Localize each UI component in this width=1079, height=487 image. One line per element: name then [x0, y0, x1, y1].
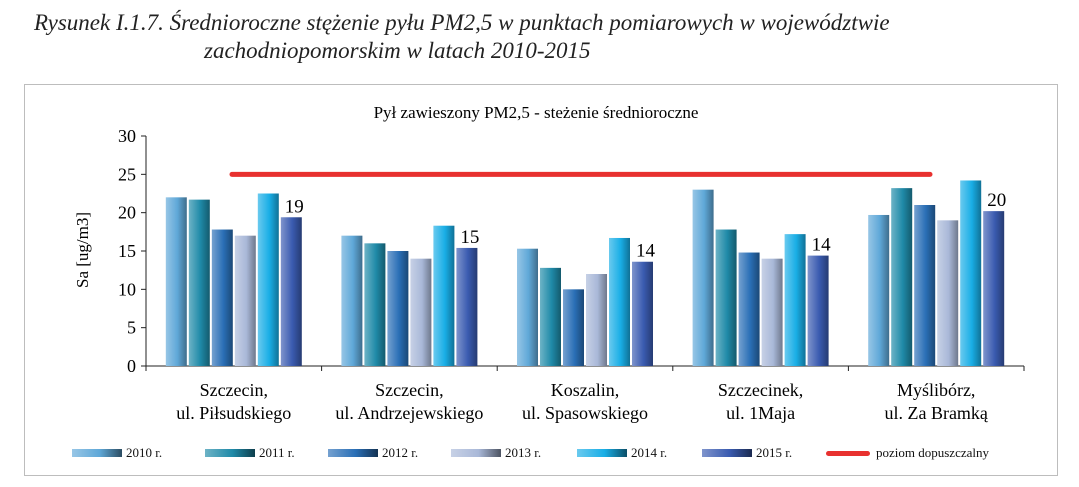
x-tick-labels: Szczecin, ul. Piłsudskiego Szczecin, ul. An…: [176, 380, 989, 423]
bar-2015r-4: [983, 211, 1005, 366]
legend-swatch: [328, 449, 378, 457]
bar-2010r-0: [165, 197, 187, 366]
x-tick-label: ul. Spasowskiego: [522, 403, 648, 423]
legend: 2010 r. 2011 r. 2012 r. 2013 r. 2014 r. 2015 …: [0, 437, 1079, 467]
y-tick-label: 10: [118, 279, 136, 299]
bar-2014r-0: [257, 193, 279, 366]
bar-2015r-0: [280, 217, 302, 366]
y-tick-label: 15: [118, 241, 136, 261]
y-tick-label: 20: [118, 203, 136, 223]
legend-swatch: [826, 451, 870, 456]
bar-2013r-1: [410, 258, 432, 366]
bar-2015r-1: [456, 247, 478, 366]
bars: [165, 180, 1005, 366]
y-axis-label: Sa [ug/m3]: [73, 212, 92, 288]
x-tick-label: ul. 1Maja: [726, 403, 795, 423]
legend-label: 2015 r.: [756, 445, 793, 460]
bar-2013r-4: [937, 220, 959, 366]
caption-line-2: zachodniopomorskim w latach 2010-2015: [204, 38, 591, 63]
bar-2012r-3: [738, 252, 760, 366]
caption-line-1: Rysunek I.1.7. Średnioroczne stężenie py…: [34, 10, 890, 35]
y-tick-label: 0: [127, 356, 136, 376]
legend-label: 2013 r.: [505, 445, 542, 460]
x-tick-label: Myślibórz,: [897, 380, 976, 400]
bar-2014r-2: [609, 237, 630, 366]
legend-label: 2012 r.: [382, 445, 419, 460]
figure-caption: Rysunek I.1.7. Średnioroczne stężenie py…: [0, 0, 1079, 80]
legend-swatch: [451, 449, 501, 457]
data-label: 14: [812, 235, 832, 256]
chart-title: Pył zawieszony PM2,5 - steżenie średnior…: [374, 103, 699, 122]
data-label: 15: [460, 227, 479, 248]
legend-swatch: [72, 449, 122, 457]
bar-2011r-2: [540, 267, 561, 366]
bar-2012r-4: [914, 205, 936, 366]
bar-2013r-2: [586, 274, 607, 366]
data-label: 20: [987, 190, 1006, 211]
y-tick-label: 5: [127, 318, 136, 338]
bar-2013r-0: [234, 235, 256, 366]
bar-2010r-3: [692, 189, 714, 366]
bar-2011r-4: [891, 188, 913, 366]
legend-label: 2011 r.: [259, 445, 295, 460]
bar-2011r-1: [364, 243, 386, 366]
bar-2015r-3: [807, 255, 829, 366]
bar-2010r-4: [868, 214, 890, 366]
legend-swatch: [577, 449, 627, 457]
x-tick-label: ul. Za Bramką: [884, 403, 988, 423]
x-tick-label: Szczecin,: [375, 380, 443, 400]
y-tick-label: 25: [118, 164, 136, 184]
chart-frame: [24, 84, 1058, 476]
bar-2015r-2: [632, 261, 653, 366]
data-label: 19: [285, 196, 304, 217]
bar-2011r-0: [188, 199, 210, 366]
bar-2010r-1: [341, 235, 363, 366]
x-tick-label: ul. Piłsudskiego: [176, 403, 291, 423]
bar-2012r-2: [563, 289, 584, 366]
bar-2012r-0: [211, 229, 233, 366]
bar-2014r-3: [784, 234, 806, 366]
bar-chart: Pył zawieszony PM2,5 - steżenie średnior…: [73, 103, 1025, 423]
bar-2013r-3: [761, 258, 783, 366]
y-tick-label: 30: [118, 126, 136, 146]
legend-label: 2014 r.: [631, 445, 668, 460]
data-label: 14: [636, 241, 656, 262]
x-tick-label: Koszalin,: [551, 380, 619, 400]
legend-swatch: [205, 449, 255, 457]
bar-2014r-1: [433, 225, 455, 366]
bar-2012r-1: [387, 251, 409, 366]
legend-swatch: [702, 449, 752, 457]
x-tick-label: Szczecin,: [200, 380, 268, 400]
bar-2014r-4: [960, 180, 982, 366]
x-tick-label: ul. Andrzejewskiego: [335, 403, 483, 423]
bar-2010r-2: [517, 248, 538, 366]
data-labels: 19 15 14 14 20: [285, 190, 1006, 262]
bar-2011r-3: [715, 229, 737, 366]
x-tick-label: Szczecinek,: [718, 380, 803, 400]
legend-label: poziom dopuszczalny: [876, 445, 989, 460]
legend-label: 2010 r.: [126, 445, 163, 460]
